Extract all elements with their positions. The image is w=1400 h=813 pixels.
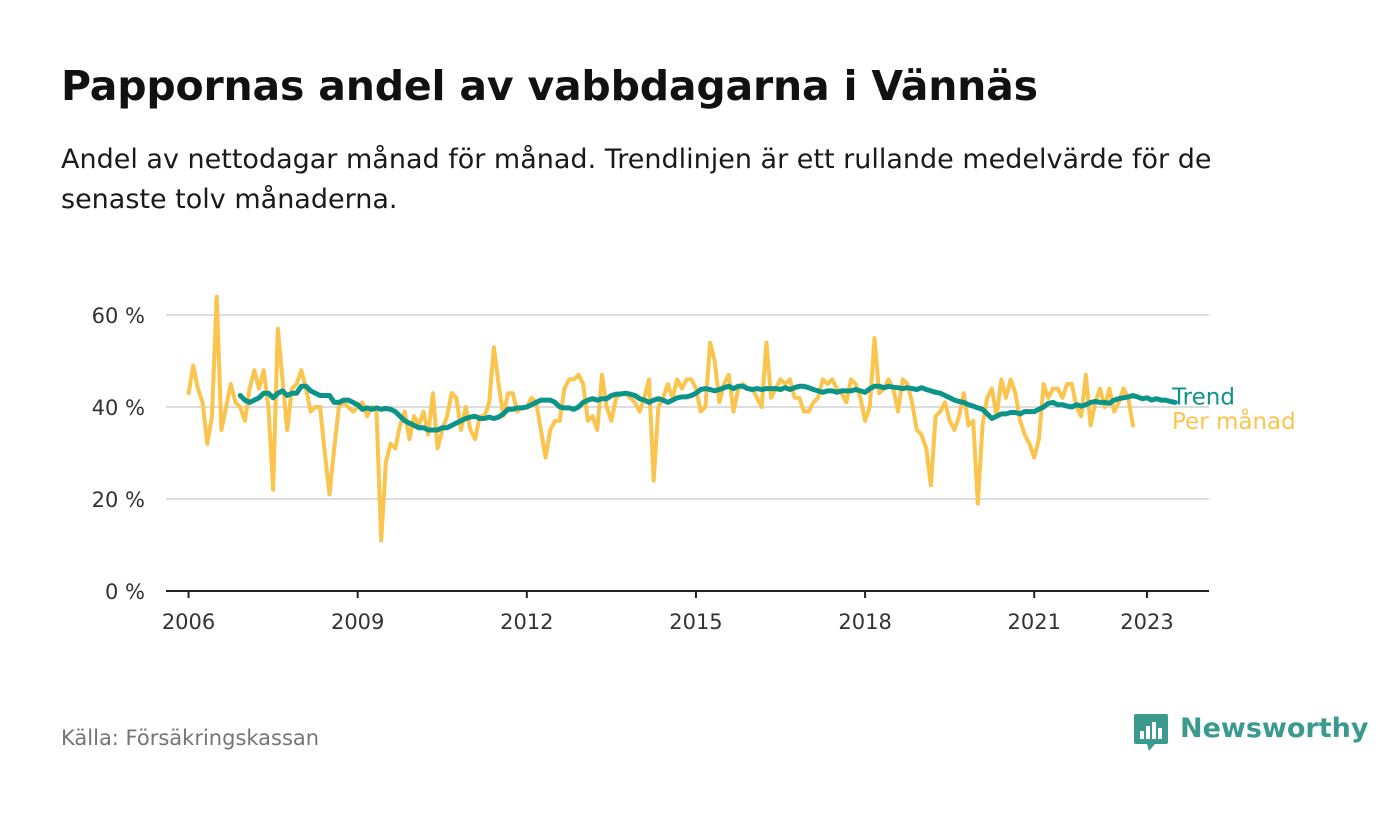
chart-subtitle: Andel av nettodagar månad för månad. Tre… (61, 144, 1212, 215)
series-layer (186, 294, 1178, 543)
x-tick-label: 2023 (1120, 610, 1173, 634)
x-tick-label: 2015 (669, 610, 722, 634)
series-label-trend: Trend (1171, 384, 1235, 410)
series-label-per-manad: Per månad (1172, 407, 1296, 435)
logo-text: Newsworthy (1180, 713, 1369, 744)
chart-title: Pappornas andel av vabbdagarna i Vännäs (61, 62, 1038, 110)
y-tick-label: 20 % (92, 488, 145, 512)
y-tick-label: 0 % (105, 580, 145, 604)
newsworthy-logo[interactable]: Newsworthy (1133, 712, 1368, 756)
y-tick-label: 40 % (92, 396, 145, 420)
x-tick-label: 2021 (1008, 610, 1061, 634)
source-note: Källa: Försäkringskassan (61, 726, 320, 750)
newsworthy-logo-icon (1134, 714, 1168, 751)
x-tick-label: 2009 (331, 610, 384, 634)
x-tick-label: 2012 (500, 610, 553, 634)
x-tick-label: 2018 (838, 610, 891, 634)
series-line-per-manad (186, 294, 1135, 543)
axis-layer: 0 % 20 % 40 % 60 % 2006 2009 2012 2015 2018 2021 2… (92, 304, 1209, 634)
x-tick-label: 2006 (162, 610, 215, 634)
series-line-trend (237, 383, 1178, 433)
grid-layer (166, 314, 1209, 500)
y-tick-label: 60 % (92, 304, 145, 328)
